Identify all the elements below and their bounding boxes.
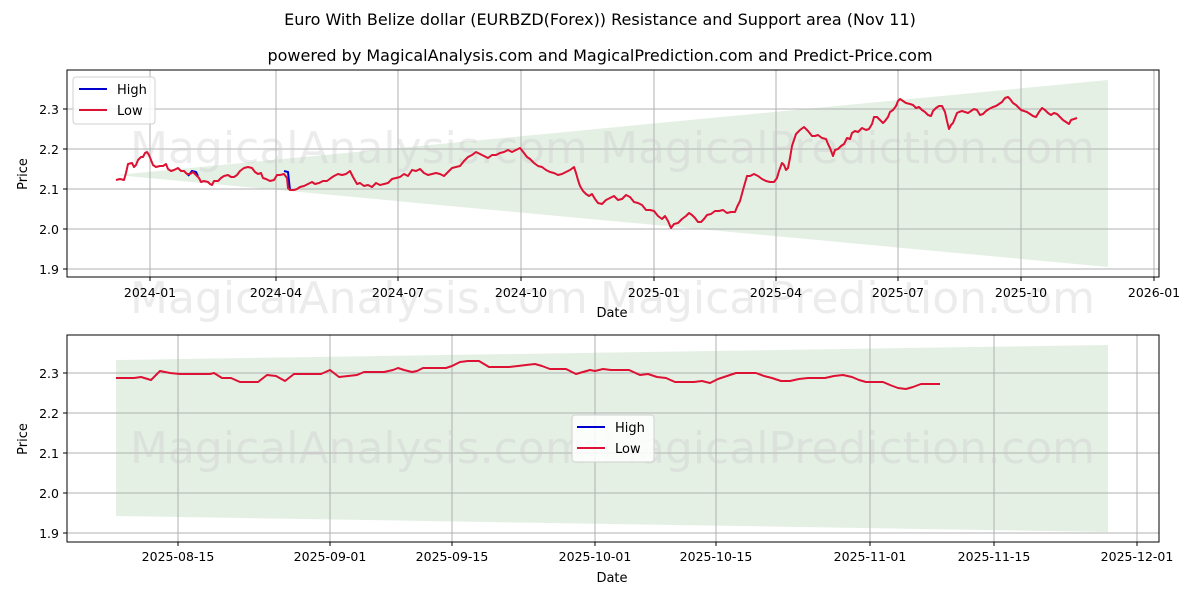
watermark: MagicalAnalysis.com <box>130 123 588 174</box>
x-tick-label: 2025-09-15 <box>416 549 489 564</box>
grid-lines <box>67 335 1159 542</box>
support-resistance-band <box>116 80 1108 267</box>
watermark: MagicalPrediction.com <box>600 423 1095 474</box>
x-axis-label: Date <box>596 571 627 586</box>
y-tick-label: 1.9 <box>39 526 59 541</box>
x-tick-label: 2025-10-01 <box>559 549 632 564</box>
y-tick-label: 2.0 <box>39 222 59 237</box>
x-tick-label: 2025-01 <box>628 285 680 300</box>
legend-high-label: High <box>117 83 147 98</box>
bottom-chart: MagicalAnalysis.com MagicalPrediction.co… <box>16 334 1174 586</box>
x-tick-label: 2024-04 <box>250 285 302 300</box>
legend-low-label: Low <box>117 104 143 119</box>
y-tick-label: 2.0 <box>39 486 59 501</box>
x-tick-label: 2024-10 <box>495 285 547 300</box>
y-tick-label: 2.3 <box>39 366 59 381</box>
y-tick-label: 2.3 <box>39 102 59 117</box>
x-tick-label: 2025-10-15 <box>680 549 753 564</box>
top-axes-frame <box>66 69 1160 278</box>
top-legend: High Low <box>72 76 156 125</box>
x-tick-label: 2025-09-01 <box>294 549 367 564</box>
x-tick-label: 2026-01 <box>1128 285 1180 300</box>
x-tick-label: 2024-07 <box>372 285 424 300</box>
watermark: MagicalAnalysis.com <box>130 273 588 324</box>
y-tick-label: 2.2 <box>39 406 59 421</box>
y-tick-label: 2.2 <box>39 142 59 157</box>
x-tick-label: 2025-08-15 <box>142 549 215 564</box>
chart-subtitle: powered by MagicalAnalysis.com and Magic… <box>267 46 933 65</box>
y-axis-label: Price <box>16 423 31 455</box>
x-tick-label: 2025-07 <box>872 285 924 300</box>
watermark: MagicalPrediction.com <box>600 273 1095 324</box>
x-tick-label: 2025-11-01 <box>834 549 907 564</box>
y-tick-label: 2.1 <box>39 182 59 197</box>
x-axis-label: Date <box>596 306 627 321</box>
bottom-axes-frame <box>66 334 1160 543</box>
x-tick-label: 2025-10 <box>995 285 1047 300</box>
x-tick-label: 2025-04 <box>750 285 802 300</box>
x-tick-label: 2025-12-01 <box>1101 549 1174 564</box>
y-tick-label: 1.9 <box>39 262 59 277</box>
watermark: MagicalAnalysis.com <box>130 423 588 474</box>
legend-low-label: Low <box>615 442 641 457</box>
low-series-line <box>115 96 1078 229</box>
watermark: MagicalPrediction.com <box>600 123 1095 174</box>
x-tick-label: 2024-01 <box>124 285 176 300</box>
top-chart: MagicalAnalysis.com MagicalPrediction.co… <box>16 69 1180 324</box>
y-axis-label: Price <box>16 158 31 190</box>
chart-title: Euro With Belize dollar (EURBZD(Forex)) … <box>284 10 916 29</box>
low-series-line <box>116 360 940 390</box>
y-tick-label: 2.1 <box>39 446 59 461</box>
bottom-legend: High Low <box>571 414 655 463</box>
legend-high-label: High <box>615 421 645 436</box>
high-series-line <box>283 170 291 191</box>
x-tick-label: 2025-11-15 <box>958 549 1031 564</box>
